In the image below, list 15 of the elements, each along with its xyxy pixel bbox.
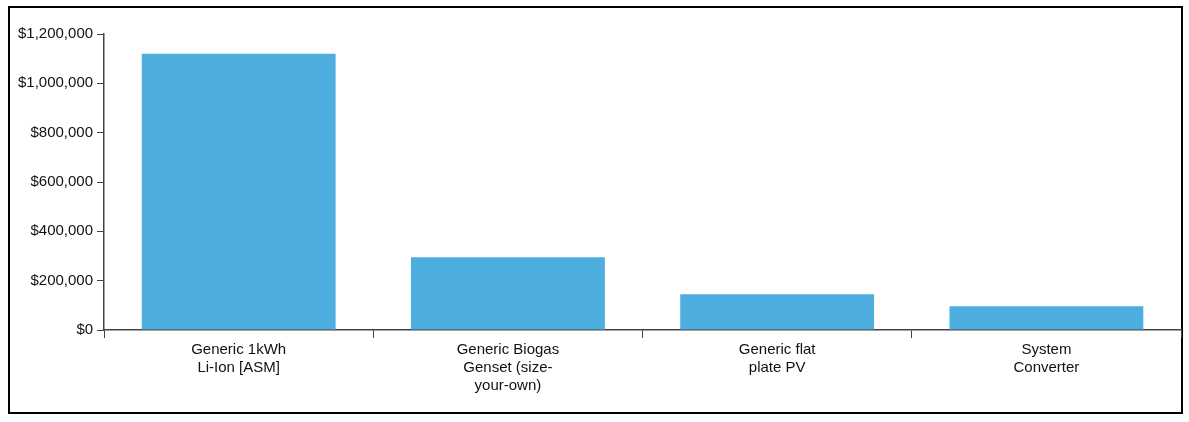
bar <box>680 294 875 330</box>
bar <box>141 53 336 330</box>
y-tick-label: $200,000 <box>30 270 94 288</box>
bar <box>411 257 605 330</box>
y-tick-label: $600,000 <box>30 172 94 190</box>
x-tick-label: Generic flat plate PV <box>738 340 817 376</box>
y-tick-label: $0 <box>76 320 94 338</box>
x-tick-label: Generic Biogas Genset (size-your-own) <box>456 340 560 394</box>
y-tick-label: $1,000,000 <box>18 73 94 91</box>
y-tick-label: $800,000 <box>30 122 94 140</box>
bar <box>949 306 1144 330</box>
y-tick-label: $400,000 <box>30 221 94 239</box>
y-tick-label: $1,200,000 <box>18 24 94 42</box>
x-tick-label: Generic 1kWh Li-Ion [ASM] <box>191 340 287 376</box>
x-tick-label: System Converter <box>1013 340 1080 376</box>
